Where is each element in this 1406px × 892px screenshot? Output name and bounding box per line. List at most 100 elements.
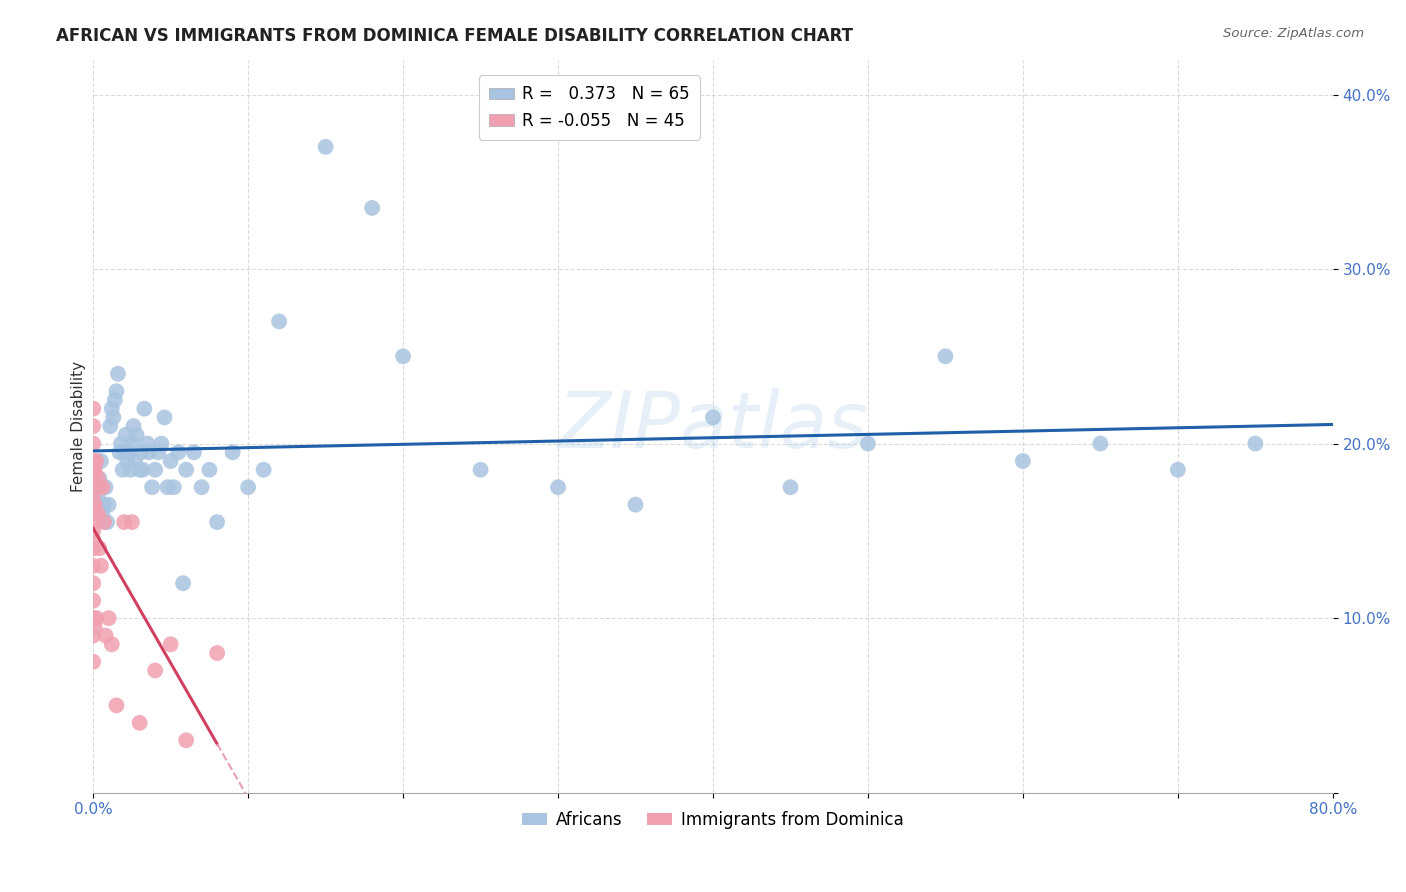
Point <box>82 576 104 591</box>
Point <box>94 480 117 494</box>
Point <box>82 507 104 521</box>
Point <box>117 454 139 468</box>
Point <box>104 392 127 407</box>
Point <box>83 498 105 512</box>
Point <box>253 463 276 477</box>
Point <box>105 384 128 399</box>
Point <box>82 541 104 556</box>
Point <box>156 480 179 494</box>
Point <box>82 454 104 468</box>
Legend: Africans, Immigrants from Dominica: Africans, Immigrants from Dominica <box>516 805 910 836</box>
Point <box>97 498 120 512</box>
Point <box>84 611 107 625</box>
Point <box>82 515 104 529</box>
Point <box>108 445 131 459</box>
Point <box>112 515 135 529</box>
Point <box>1012 454 1035 468</box>
Point <box>83 463 105 477</box>
Point <box>547 480 569 494</box>
Point <box>120 463 142 477</box>
Point <box>91 480 114 494</box>
Point <box>174 463 197 477</box>
Point <box>624 498 647 512</box>
Point <box>779 480 801 494</box>
Point <box>82 655 104 669</box>
Point <box>198 463 221 477</box>
Point <box>134 401 156 416</box>
Point <box>98 419 121 434</box>
Point <box>1090 436 1112 450</box>
Point <box>124 454 146 468</box>
Point <box>128 715 150 730</box>
Point <box>1167 463 1189 477</box>
Point <box>90 454 112 468</box>
Point <box>174 733 197 747</box>
Point <box>89 480 111 494</box>
Point <box>82 593 104 607</box>
Point <box>89 471 111 485</box>
Point <box>82 533 104 547</box>
Point <box>101 637 124 651</box>
Point <box>221 445 243 459</box>
Point <box>143 664 166 678</box>
Point <box>107 367 129 381</box>
Point <box>136 436 159 450</box>
Point <box>190 480 212 494</box>
Point <box>121 436 143 450</box>
Point <box>82 463 104 477</box>
Point <box>114 428 136 442</box>
Point <box>82 489 104 503</box>
Point <box>163 480 186 494</box>
Point <box>82 436 104 450</box>
Point <box>82 480 104 494</box>
Point <box>87 507 110 521</box>
Point <box>111 463 134 477</box>
Point <box>138 445 160 459</box>
Point <box>82 419 104 434</box>
Point <box>167 445 190 459</box>
Point <box>183 445 205 459</box>
Point <box>96 515 118 529</box>
Point <box>97 611 120 625</box>
Point <box>1244 436 1267 450</box>
Point <box>90 558 112 573</box>
Y-axis label: Female Disability: Female Disability <box>72 360 86 491</box>
Point <box>101 401 124 416</box>
Point <box>112 445 135 459</box>
Point <box>153 410 176 425</box>
Point <box>103 410 125 425</box>
Point <box>122 419 145 434</box>
Point <box>82 524 104 538</box>
Point <box>83 480 105 494</box>
Point <box>84 480 107 494</box>
Point <box>470 463 492 477</box>
Point <box>82 401 104 416</box>
Point <box>82 611 104 625</box>
Point <box>132 463 155 477</box>
Point <box>315 140 337 154</box>
Point <box>89 541 111 556</box>
Point <box>118 445 141 459</box>
Point <box>87 471 110 485</box>
Point <box>159 637 181 651</box>
Point <box>148 445 170 459</box>
Text: AFRICAN VS IMMIGRANTS FROM DOMINICA FEMALE DISABILITY CORRELATION CHART: AFRICAN VS IMMIGRANTS FROM DOMINICA FEMA… <box>56 27 853 45</box>
Point <box>141 480 163 494</box>
Point <box>856 436 879 450</box>
Point <box>236 480 259 494</box>
Point <box>205 646 228 660</box>
Point <box>702 410 724 425</box>
Point <box>129 445 152 459</box>
Point <box>125 428 148 442</box>
Point <box>105 698 128 713</box>
Point <box>361 201 384 215</box>
Point <box>84 454 107 468</box>
Point <box>934 349 956 363</box>
Point <box>82 498 104 512</box>
Text: Source: ZipAtlas.com: Source: ZipAtlas.com <box>1223 27 1364 40</box>
Point <box>83 620 105 634</box>
Point <box>143 463 166 477</box>
Point <box>392 349 415 363</box>
Point <box>82 629 104 643</box>
Point <box>150 436 173 450</box>
